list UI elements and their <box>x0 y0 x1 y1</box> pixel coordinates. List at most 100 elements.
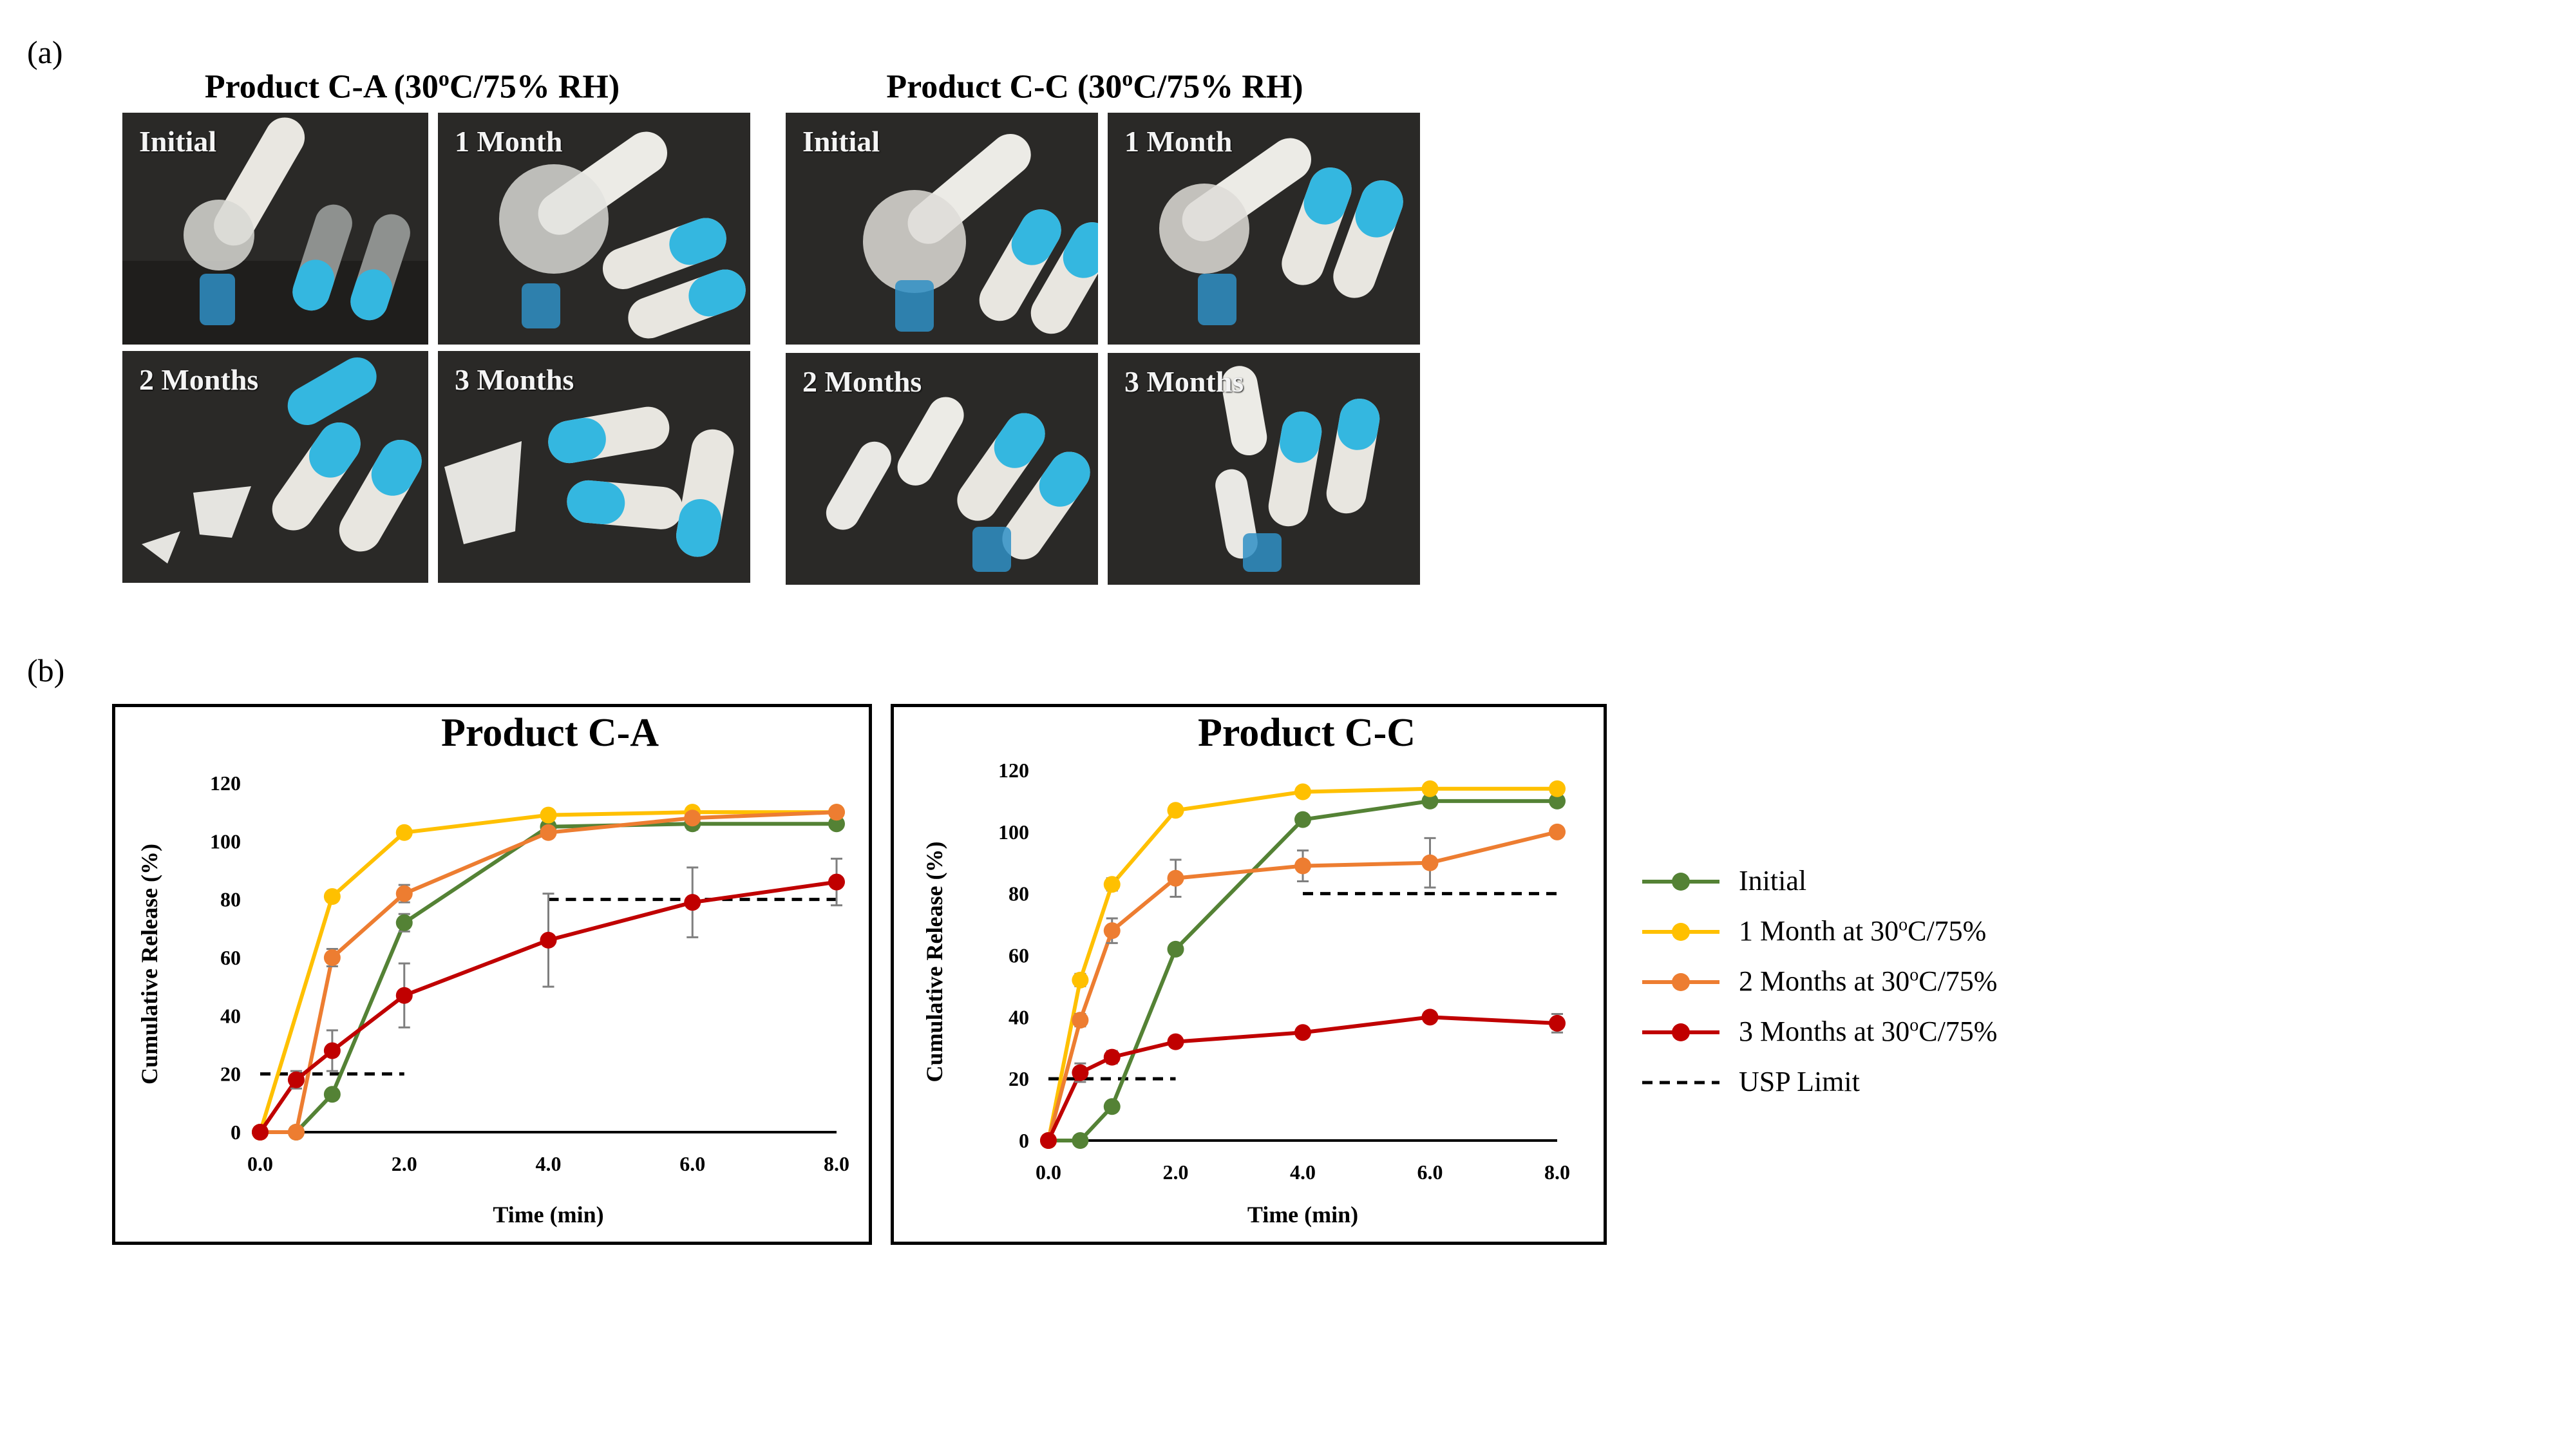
data-point-m1 <box>1294 783 1311 800</box>
photo-label: 1 Month <box>455 125 563 158</box>
y-tick-label: 100 <box>210 829 241 853</box>
photo-ca-3months: 3 Months <box>438 351 750 583</box>
data-point-m2 <box>684 810 701 827</box>
y-tick-label: 120 <box>210 772 241 795</box>
y-tick-label: 120 <box>998 759 1029 782</box>
data-point-m1 <box>1103 876 1121 893</box>
data-point-m3 <box>684 894 701 911</box>
data-point-initial <box>323 1086 341 1103</box>
line-marker-icon <box>1642 923 1719 941</box>
data-point-m1 <box>540 806 557 824</box>
data-point-m2 <box>1294 857 1311 875</box>
y-tick-label: 40 <box>1009 1005 1029 1028</box>
capsule-illustration <box>1215 366 1380 572</box>
series-line-m1 <box>258 810 837 1133</box>
capsule-illustration <box>826 397 1090 572</box>
y-tick-label: 0 <box>1019 1129 1029 1152</box>
capsule-illustration <box>444 406 734 557</box>
panel-b-label: (b) <box>27 652 65 688</box>
data-point-m3 <box>1040 1132 1057 1149</box>
data-point-m2 <box>1549 823 1566 840</box>
data-point-m3 <box>287 1071 305 1088</box>
data-point-initial <box>1549 792 1566 810</box>
data-point-m3 <box>395 987 413 1004</box>
x-tick-label: 4.0 <box>536 1152 562 1175</box>
x-tick-label: 6.0 <box>679 1152 705 1175</box>
chart-svg: Product C-A 0 20 40 60 80 100 120 0.0 2.0 4.0 6.0 8.… <box>137 711 849 1227</box>
capsule-illustration <box>142 357 422 564</box>
y-axis-label: Cumulative Release (%) <box>922 842 947 1083</box>
photo-label: Initial <box>139 125 217 158</box>
data-point-m3 <box>1421 1009 1439 1026</box>
data-point-m1 <box>1549 780 1566 797</box>
data-point-m3 <box>1167 1033 1184 1050</box>
photo-ca-1month: 1 Month <box>438 113 750 345</box>
x-axis-label: Time (min) <box>493 1202 603 1227</box>
y-tick-label: 60 <box>220 946 241 969</box>
capsule-illustration <box>499 131 746 339</box>
photo-label: Initial <box>802 125 880 158</box>
data-point-m1 <box>395 824 413 841</box>
photo-group-title-cc: Product C-C (30oC/75% RH) <box>886 67 1303 106</box>
data-point-initial <box>1294 811 1311 828</box>
data-point-m3 <box>828 873 845 891</box>
data-point-m3 <box>323 1042 341 1059</box>
data-point-initial <box>395 914 413 931</box>
photo-label: 3 Months <box>1124 365 1244 398</box>
chart-svg: Product C-C 0 20 40 60 80 100 120 0.0 2.0 4.0 6.0 8.… <box>922 711 1570 1227</box>
data-point-initial <box>1421 792 1439 810</box>
data-point-initial <box>1103 1098 1121 1115</box>
legend-marker <box>1672 973 1690 991</box>
legend-label: 1 Month at 30oC/75% <box>1739 914 1987 947</box>
data-point-m3 <box>1549 1014 1566 1032</box>
panel-a-label: (a) <box>27 34 63 70</box>
data-point-m3 <box>1103 1048 1121 1066</box>
capsule-illustration <box>1159 138 1403 325</box>
photo-group-title-ca: Product C-A (30oC/75% RH) <box>204 67 620 106</box>
data-point-m2 <box>1103 922 1121 940</box>
photo-label: 2 Months <box>802 365 922 398</box>
photo-label: 2 Months <box>139 363 259 396</box>
data-point-m2 <box>1421 854 1439 871</box>
y-axis-label: Cumulative Release (%) <box>137 844 162 1084</box>
data-point-m2 <box>1072 1012 1089 1029</box>
legend-label: 3 Months at 30oC/75% <box>1739 1015 1998 1047</box>
data-point-m3 <box>1072 1064 1089 1081</box>
line-marker-icon <box>1642 1023 1719 1041</box>
data-point-m3 <box>252 1124 269 1141</box>
y-tick-label: 60 <box>1009 944 1029 967</box>
data-point-m3 <box>1294 1024 1311 1041</box>
x-tick-label: 2.0 <box>1163 1160 1189 1184</box>
photo-ca-initial: Initial <box>122 113 428 345</box>
photo-ca-2months: 2 Months <box>122 351 428 583</box>
legend-label: USP Limit <box>1739 1066 1860 1097</box>
legend-label: 2 Months at 30oC/75% <box>1739 965 1998 997</box>
y-tick-label: 80 <box>220 888 241 911</box>
line-marker-icon <box>1642 873 1719 891</box>
y-tick-label: 0 <box>231 1121 241 1144</box>
data-point-m2 <box>828 804 845 821</box>
chart-product-cc: Product C-C 0 20 40 60 80 100 120 0.0 2.0 4.0 6.0 8.… <box>891 704 1607 1245</box>
data-point-m1 <box>1167 802 1184 819</box>
y-tick-label: 100 <box>998 820 1029 844</box>
y-tick-label: 40 <box>220 1004 241 1027</box>
capsule-illustration <box>122 117 428 345</box>
x-tick-label: 6.0 <box>1417 1160 1443 1184</box>
photo-cc-3months: 3 Months <box>1108 353 1420 585</box>
photo-label: 3 Months <box>455 363 574 396</box>
legend-label: Initial <box>1739 865 1807 896</box>
capsule-illustration <box>863 133 1098 334</box>
x-tick-label: 4.0 <box>1290 1160 1316 1184</box>
data-point-m2 <box>287 1124 305 1141</box>
data-point-m3 <box>540 931 557 949</box>
chart-title: Product C-A <box>441 711 659 755</box>
photo-cc-1month: 1 Month <box>1108 113 1420 345</box>
y-tick-label: 20 <box>220 1063 241 1086</box>
y-tick-label: 80 <box>1009 882 1029 905</box>
chart-title: Product C-C <box>1198 711 1416 755</box>
legend-marker <box>1672 923 1690 941</box>
x-tick-label: 2.0 <box>392 1152 417 1175</box>
x-tick-label: 0.0 <box>247 1152 273 1175</box>
x-tick-label: 8.0 <box>1544 1160 1570 1184</box>
data-point-m2 <box>540 824 557 841</box>
